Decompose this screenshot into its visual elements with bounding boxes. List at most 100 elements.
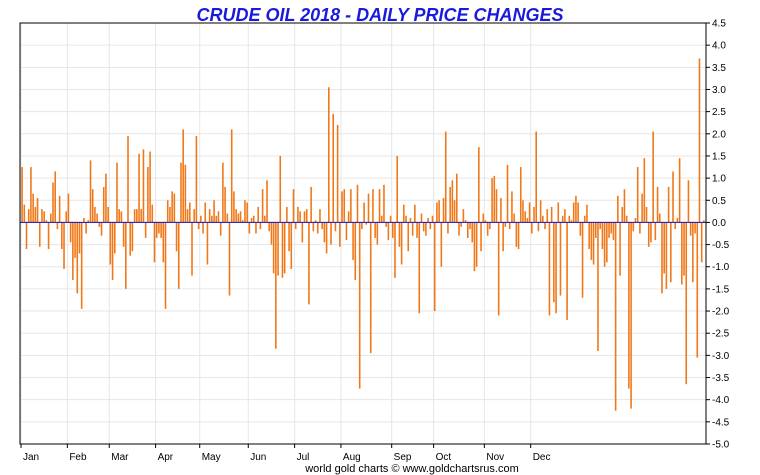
- bar: [189, 202, 191, 223]
- bar: [703, 220, 705, 223]
- bar: [248, 222, 251, 234]
- bar: [49, 213, 52, 223]
- bar: [511, 191, 513, 223]
- bar: [497, 222, 500, 316]
- bar: [676, 217, 679, 223]
- bar: [617, 195, 619, 223]
- bar: [182, 129, 184, 223]
- plot-frame: [19, 22, 707, 445]
- bar: [478, 147, 480, 223]
- x-tick-label: Mar: [111, 452, 129, 463]
- bar: [336, 124, 339, 223]
- bar: [85, 222, 87, 234]
- bar: [480, 222, 482, 252]
- bar: [400, 222, 403, 265]
- bar: [621, 206, 624, 223]
- x-tick-label: Dec: [533, 452, 551, 463]
- bar: [475, 222, 478, 267]
- bar: [447, 222, 449, 234]
- bar: [246, 202, 248, 223]
- bar: [111, 222, 114, 281]
- bar: [36, 198, 39, 223]
- bar: [319, 209, 321, 223]
- y-tick-label: 1.5: [712, 151, 726, 162]
- bar: [72, 222, 74, 281]
- bar: [252, 215, 255, 223]
- bar: [316, 222, 319, 234]
- bar: [308, 222, 310, 305]
- bar: [425, 222, 427, 236]
- bar: [23, 204, 26, 223]
- bar: [658, 213, 661, 223]
- bar: [314, 220, 317, 223]
- bar: [69, 222, 72, 243]
- bar: [484, 220, 487, 223]
- bar: [264, 215, 266, 223]
- bar: [299, 211, 301, 223]
- bar: [628, 222, 630, 389]
- bar: [118, 209, 120, 223]
- bar: [268, 222, 271, 232]
- bar: [458, 222, 460, 236]
- y-tick-label: -0.5: [712, 240, 730, 251]
- x-tick-label: Jan: [23, 452, 39, 463]
- bar: [528, 202, 531, 223]
- bar: [672, 171, 674, 223]
- bar: [656, 186, 659, 223]
- bar: [173, 193, 176, 223]
- bar: [330, 222, 332, 245]
- bar: [630, 222, 632, 409]
- bar: [471, 222, 474, 243]
- bar: [226, 213, 229, 223]
- x-tick-label: Feb: [69, 452, 87, 463]
- bar: [436, 202, 438, 223]
- bar: [391, 222, 394, 238]
- bar: [555, 222, 557, 314]
- bar: [323, 222, 326, 243]
- bar: [433, 222, 436, 312]
- bar: [405, 215, 407, 223]
- bar: [508, 222, 511, 230]
- bar: [277, 222, 279, 276]
- bar: [442, 198, 445, 223]
- bar: [290, 222, 293, 269]
- bar: [297, 206, 299, 223]
- bar: [195, 136, 198, 223]
- x-tick-label: Jun: [250, 452, 266, 463]
- bar: [54, 171, 56, 223]
- bar: [339, 222, 341, 247]
- bar: [120, 211, 123, 223]
- bar: [102, 186, 105, 223]
- x-tick-label: Oct: [436, 452, 452, 463]
- bar: [449, 186, 451, 223]
- bar: [358, 222, 361, 389]
- y-tick-label: -2.5: [712, 329, 730, 340]
- bar: [564, 209, 566, 223]
- bar: [261, 189, 264, 223]
- bar: [239, 211, 242, 223]
- bar: [588, 222, 590, 250]
- y-tick-label: 0.0: [712, 218, 726, 229]
- bar: [599, 222, 601, 230]
- bar: [352, 222, 354, 261]
- bar: [325, 222, 328, 254]
- y-tick-label: 3.0: [712, 85, 726, 96]
- y-tick-label: 2.0: [712, 129, 726, 140]
- bar: [553, 222, 555, 303]
- bar: [237, 213, 240, 223]
- bar: [469, 222, 471, 230]
- bar: [533, 206, 535, 223]
- bar: [502, 222, 504, 252]
- bar: [493, 175, 496, 223]
- bar: [67, 193, 70, 223]
- bar: [45, 220, 48, 223]
- bar: [233, 191, 235, 223]
- bar: [30, 167, 32, 223]
- bar: [698, 58, 701, 223]
- bar: [78, 222, 81, 254]
- bar: [235, 209, 237, 223]
- bar: [257, 206, 259, 223]
- bar: [570, 220, 573, 223]
- bar: [418, 222, 421, 314]
- bar: [506, 164, 509, 223]
